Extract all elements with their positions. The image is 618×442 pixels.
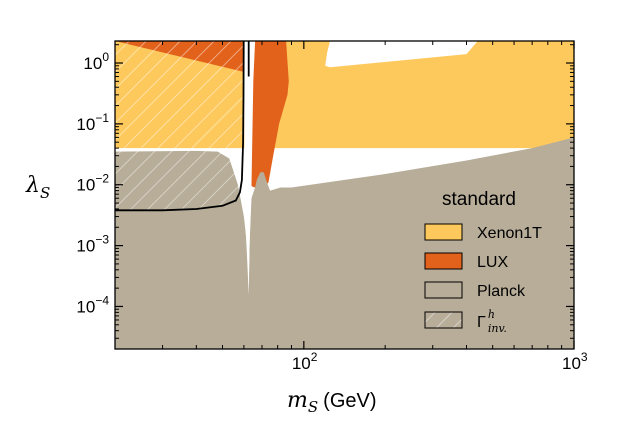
legend-swatch-xenon1t [424,223,463,241]
region-allowed-resonance [243,41,256,294]
legend-swatch-invisible-width-hatch [424,311,463,329]
x-tick-label: 102 [292,350,318,373]
x-tick-label: 103 [562,350,588,373]
y-tick-label: 100 [83,50,109,73]
region-lux [115,41,289,191]
y-tick-label: 10−2 [76,172,109,195]
x-axis-subscript: S [308,398,318,416]
x-axis-unit: (GeV) [323,390,376,412]
invisible-width-curve [115,41,245,212]
x-axis-symbol: m [287,388,308,413]
legend-swatch-lux [424,252,463,270]
plot-area [115,41,574,349]
plot-frame [114,40,575,350]
legend-gamma-sup: h [488,308,495,321]
y-axis-subscript: S [40,184,50,202]
y-axis-label: λS [25,173,50,202]
legend-title: standard [442,189,516,210]
legend-swatch-planck [424,281,463,299]
y-tick-label: 10−3 [76,233,109,256]
curve-layer [115,41,250,212]
legend-label-xenon1t: Xenon1T [477,225,542,242]
ticks-layer: 102 103 100 10−1 10−2 10−3 10−4 [76,41,588,373]
legend-gamma-symbol: Γ [477,314,486,331]
y-axis-symbol: λ [25,173,40,198]
legend-label-lux: LUX [477,254,508,271]
legend-gamma-sub: inv. [488,322,507,335]
y-tick-label: 10−1 [76,111,109,134]
x-axis-label: mS (GeV) [287,388,377,416]
hatch-layer [115,41,244,211]
legend-label-planck: Planck [477,283,526,300]
region-invisible-width-hatch [115,41,244,211]
y-tick-label: 10−4 [76,293,109,316]
